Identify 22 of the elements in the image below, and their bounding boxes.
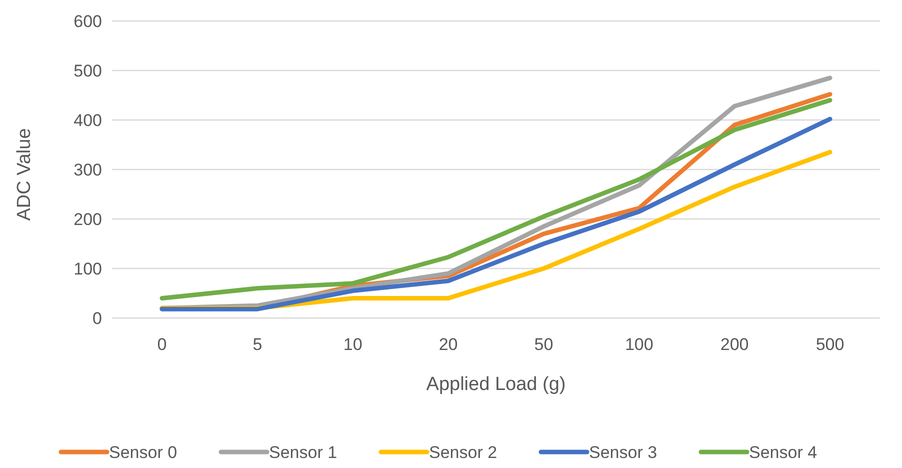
x-tick-label: 0 [157,335,167,354]
x-tick-label: 10 [343,335,362,354]
x-tick-label: 200 [720,335,749,354]
x-tick-label: 5 [252,335,262,354]
legend-label: Sensor 2 [429,443,498,462]
y-tick-label: 0 [92,308,102,328]
y-tick-label: 400 [74,110,102,130]
x-axis-title: Applied Load (g) [426,374,566,395]
x-tick-label: 500 [816,335,844,354]
y-tick-label: 200 [74,210,102,229]
legend-label: Sensor 1 [269,443,338,462]
legend-label: Sensor 4 [749,443,818,462]
y-tick-label: 300 [74,160,102,180]
y-tick-label: 600 [74,12,102,31]
legend-label: Sensor 3 [589,443,658,462]
x-tick-label: 100 [624,335,654,354]
x-tick-label: 50 [534,335,554,354]
y-tick-label: 100 [74,259,102,278]
y-axis-title: ADC Value [14,128,35,221]
x-tick-label: 20 [438,335,458,354]
legend-label: Sensor 0 [109,443,178,462]
y-tick-label: 500 [74,61,102,80]
